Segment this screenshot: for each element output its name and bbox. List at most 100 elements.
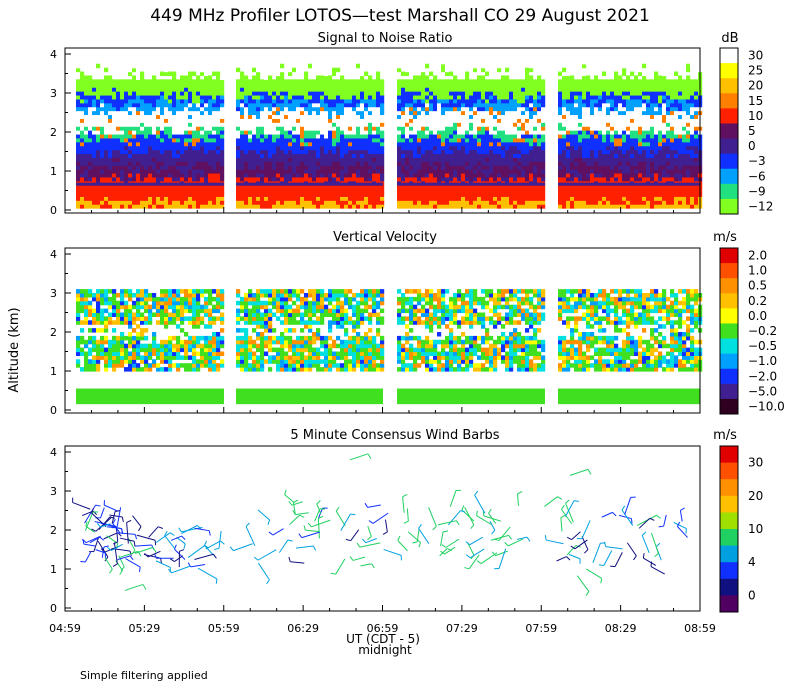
snr-cell — [541, 126, 546, 131]
snr-cell — [405, 165, 410, 170]
snr-cell — [654, 184, 659, 190]
snr-cell — [296, 114, 301, 119]
snr-cell — [92, 165, 97, 170]
snr-cell — [473, 141, 478, 147]
snr-cell — [582, 196, 587, 201]
snr-cell — [356, 98, 361, 104]
snr-cell — [537, 118, 542, 123]
snr-cell — [140, 161, 145, 166]
snr-cell — [477, 133, 482, 139]
snr-cell — [517, 172, 522, 178]
snr-cell — [626, 172, 631, 178]
snr-cell — [264, 153, 269, 158]
snr-cell — [501, 165, 506, 170]
snr-cell — [80, 114, 85, 119]
snr-cell — [336, 59, 341, 65]
snr-cell — [570, 145, 575, 151]
snr-cell — [304, 98, 309, 104]
snr-cell — [220, 188, 225, 194]
snr-cell — [582, 63, 587, 69]
snr-cell — [405, 130, 410, 135]
snr-cell — [288, 102, 293, 108]
snr-cell — [324, 153, 329, 158]
snr-cell — [537, 204, 542, 209]
snr-cell — [457, 172, 462, 178]
snr-cell — [376, 133, 381, 139]
snr-cell — [200, 165, 205, 170]
snr-cell — [445, 126, 450, 131]
snr-cell — [461, 161, 466, 166]
snr-cell — [80, 79, 85, 84]
snr-cell — [489, 141, 494, 147]
snr-cell — [308, 122, 313, 127]
snr-cell — [104, 126, 109, 131]
snr-cell — [356, 149, 361, 155]
snr-cell — [188, 63, 193, 69]
snr-cell — [606, 114, 611, 119]
snr-cell — [128, 161, 133, 166]
snr-cell — [164, 110, 169, 116]
snr-cell — [208, 153, 213, 158]
snr-cell — [630, 176, 635, 182]
snr-cell — [578, 176, 583, 182]
snr-cell — [148, 63, 153, 69]
snr-cell — [316, 67, 321, 73]
snr-cell — [292, 83, 297, 88]
snr-cell — [320, 188, 325, 194]
snr-cell — [312, 133, 317, 139]
snr-cell — [449, 98, 454, 104]
snr-cell — [376, 83, 381, 88]
snr-cell — [666, 192, 671, 197]
snr-cell — [509, 110, 514, 116]
snr-cell — [618, 126, 623, 131]
snr-cell — [537, 110, 542, 116]
snr-cell — [497, 172, 502, 178]
snr-cell — [529, 130, 534, 135]
snr-cell — [622, 133, 627, 139]
snr-cell — [104, 91, 109, 96]
snr-cell — [380, 141, 385, 147]
snr-cell — [156, 196, 161, 201]
snr-cell — [312, 55, 317, 61]
snr-cell — [120, 114, 125, 119]
snr-cell — [328, 176, 333, 182]
snr-cell — [128, 176, 133, 182]
snr-cell — [618, 172, 623, 178]
snr-cell — [352, 87, 357, 92]
snr-cell — [240, 91, 245, 96]
snr-cell — [401, 188, 406, 194]
snr-cell — [654, 94, 659, 100]
snr-cell — [473, 184, 478, 190]
snr-cell — [513, 196, 518, 201]
snr-cell — [308, 63, 313, 69]
snr-cell — [336, 157, 341, 162]
snr-cell — [397, 169, 402, 174]
snr-cell — [236, 133, 241, 139]
snr-cell — [566, 130, 571, 135]
snr-cell — [433, 172, 438, 178]
snr-cell — [481, 196, 486, 201]
snr-cell — [497, 98, 502, 104]
snr-cell — [421, 149, 426, 155]
snr-cell — [650, 67, 655, 73]
snr-cell — [662, 133, 667, 139]
snr-cell — [308, 133, 313, 139]
snr-cell — [120, 192, 125, 197]
snr-cell — [469, 83, 474, 88]
snr-cell — [570, 137, 575, 143]
snr-cell — [348, 106, 353, 112]
snr-cell — [316, 176, 321, 182]
snr-cell — [457, 102, 462, 108]
snr-cell — [497, 196, 502, 201]
snr-cell — [160, 200, 165, 205]
snr-cell — [590, 122, 595, 127]
snr-cell — [493, 165, 498, 170]
snr-cell — [485, 71, 490, 77]
snr-cell — [401, 110, 406, 116]
snr-cell — [465, 161, 470, 166]
snr-cell — [340, 133, 345, 139]
snr-cell — [578, 137, 583, 143]
snr-cell — [429, 114, 434, 119]
snr-cell — [570, 114, 575, 119]
snr-cell — [533, 169, 538, 174]
